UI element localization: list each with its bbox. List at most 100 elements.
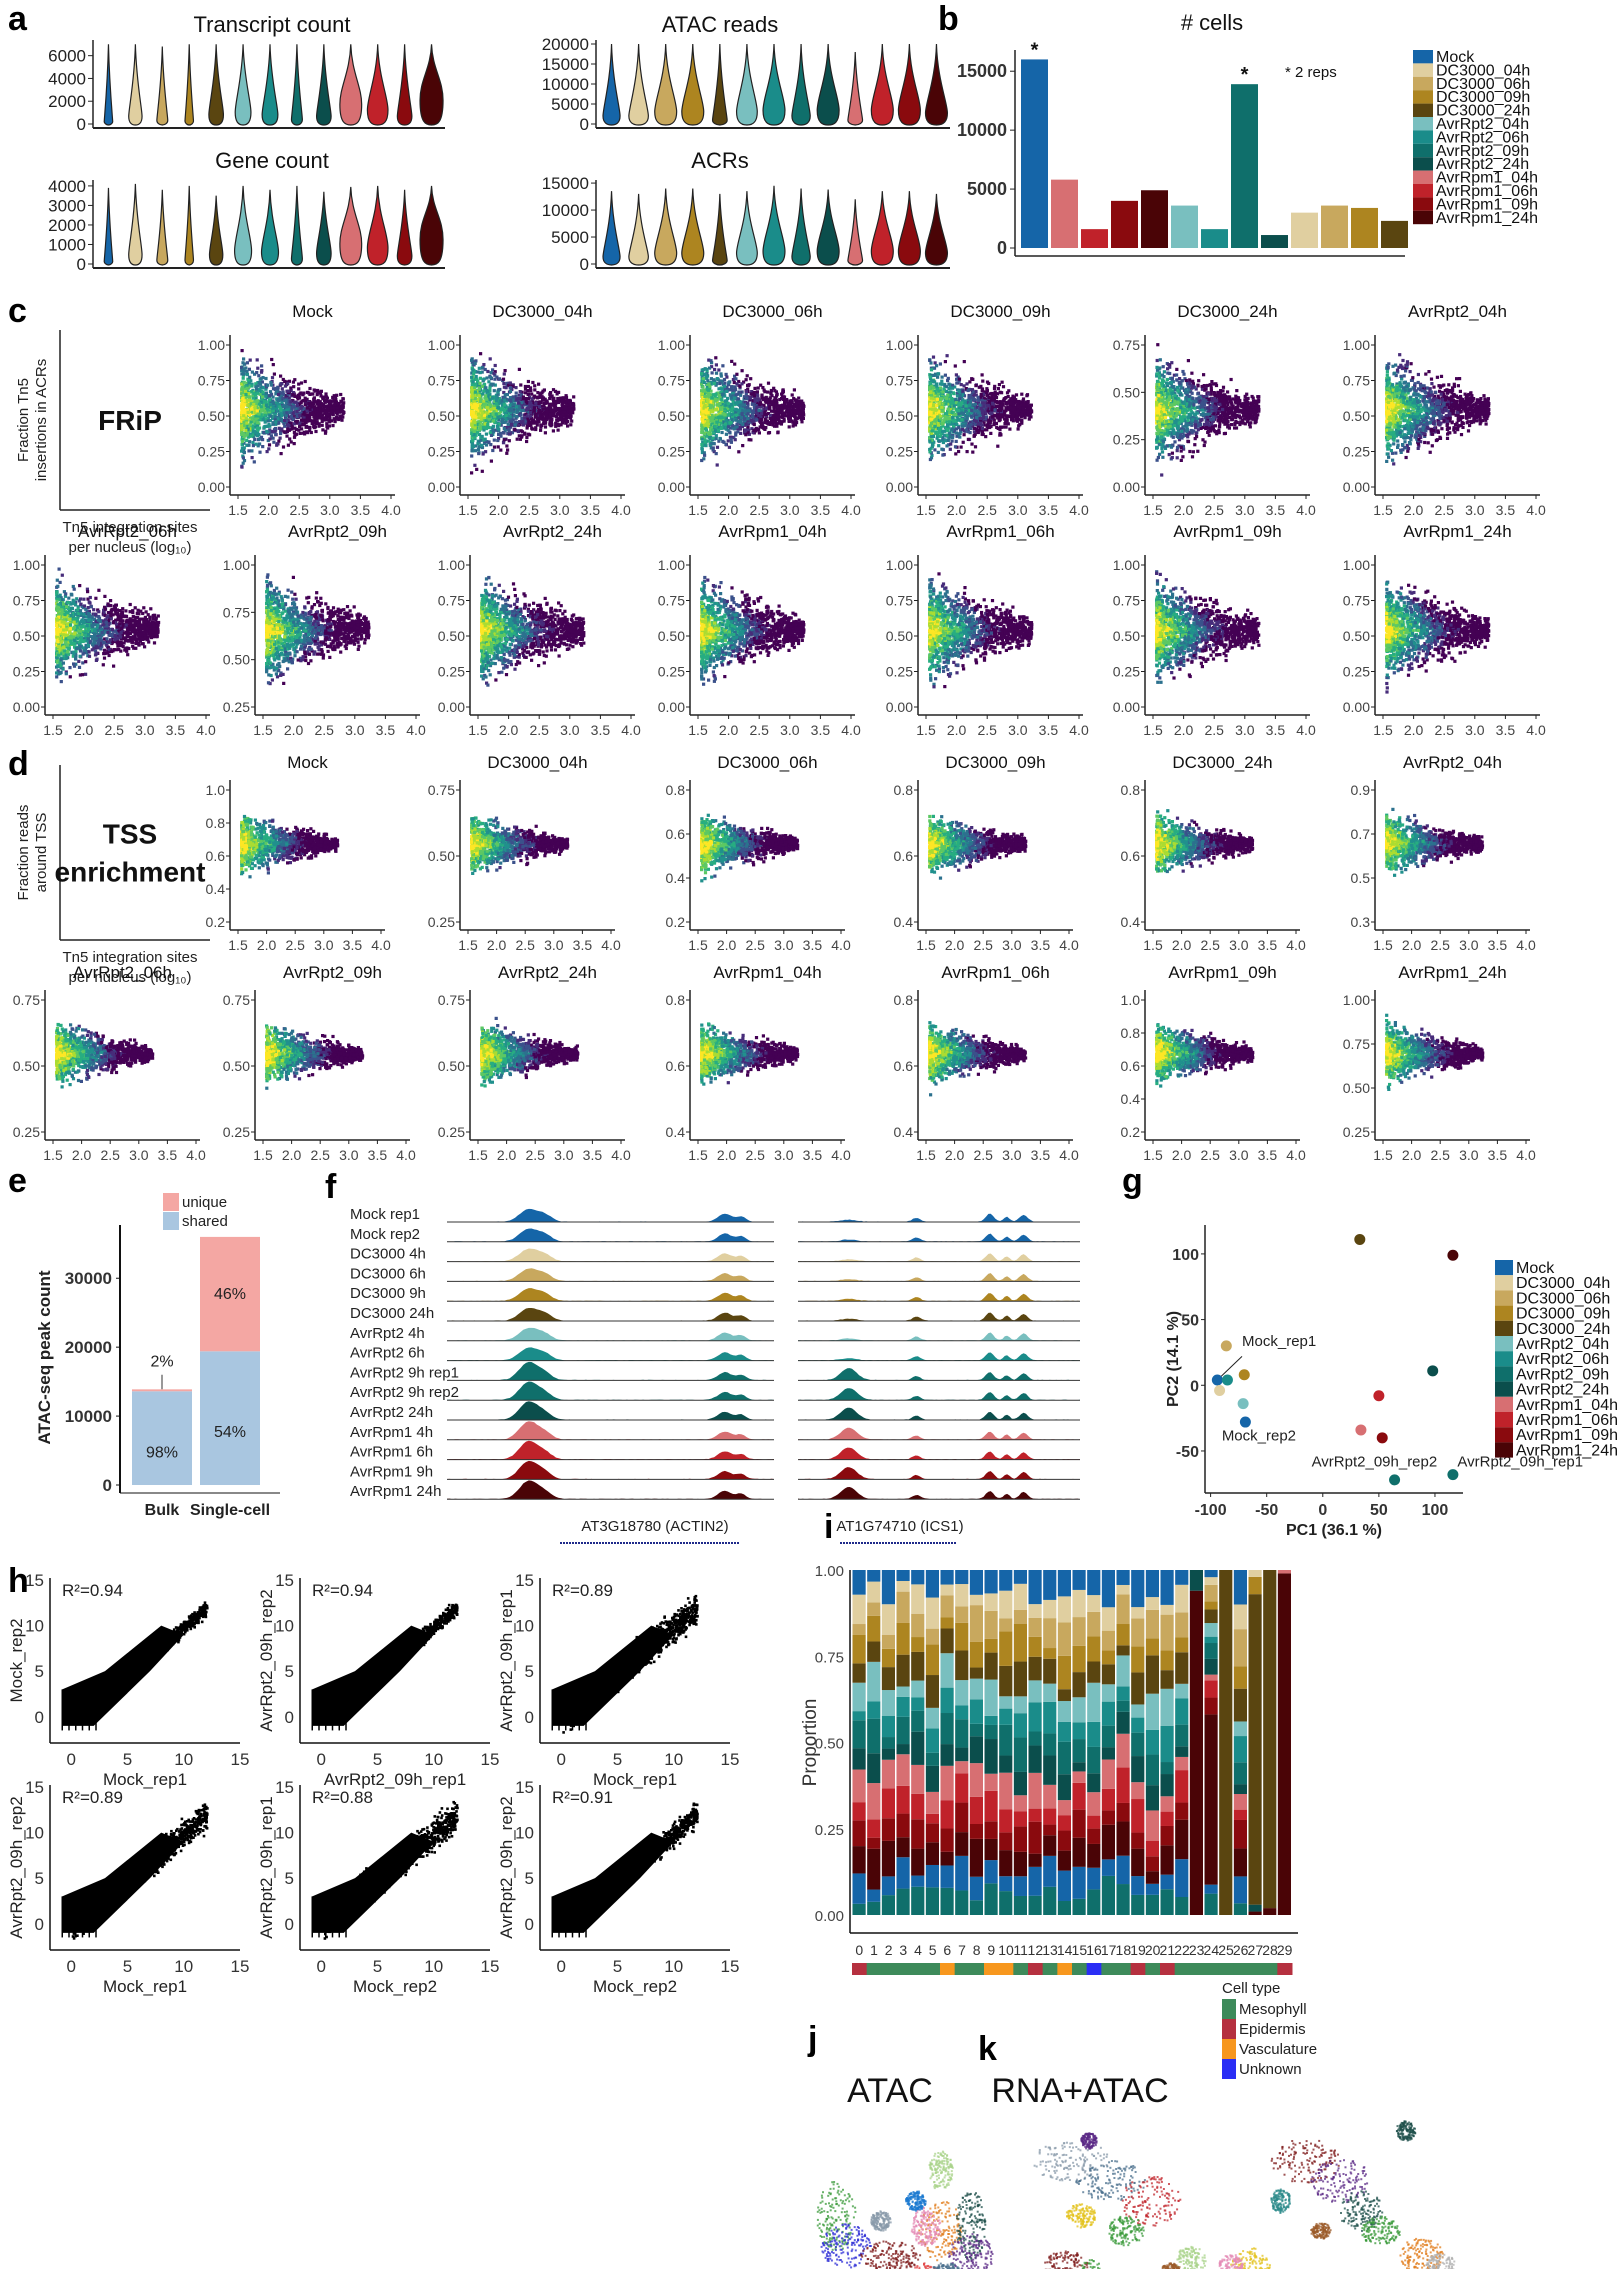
density-cell bbox=[274, 432, 278, 436]
density-cell bbox=[483, 367, 487, 372]
density-cell bbox=[324, 429, 328, 433]
density-cell bbox=[498, 413, 502, 417]
density-cell bbox=[710, 441, 714, 445]
violin-AvrRpm1_06h bbox=[366, 44, 389, 126]
density-cell bbox=[307, 401, 311, 405]
density-cell bbox=[525, 421, 529, 425]
density-cell bbox=[773, 413, 777, 417]
legend-label: AvrRpt2_04h bbox=[1436, 116, 1529, 133]
density-cell bbox=[486, 369, 490, 374]
density-cell bbox=[323, 399, 327, 403]
density-cell bbox=[523, 416, 527, 420]
density-cell bbox=[537, 405, 542, 409]
density-cell bbox=[320, 419, 324, 423]
density-cell bbox=[750, 402, 754, 406]
density-cell bbox=[253, 410, 257, 415]
density-cell bbox=[335, 393, 339, 397]
density-cell bbox=[273, 411, 277, 415]
violin-AvrRpt2_24h bbox=[816, 43, 840, 126]
density-cell bbox=[740, 411, 744, 415]
density-cell bbox=[485, 418, 489, 422]
density-cell bbox=[519, 395, 523, 399]
density-cell bbox=[506, 448, 510, 452]
density-cell bbox=[733, 388, 738, 392]
density-cell bbox=[561, 420, 565, 424]
density-cell bbox=[277, 421, 281, 425]
density-cell bbox=[240, 372, 244, 376]
panel-letter-d: d bbox=[8, 745, 29, 784]
density-cell bbox=[269, 380, 273, 385]
subplot-title: Mock bbox=[292, 302, 333, 321]
density-cell bbox=[505, 393, 509, 397]
density-cell bbox=[240, 367, 244, 371]
density-cell bbox=[734, 377, 738, 381]
density-cell bbox=[488, 384, 492, 388]
density-cell bbox=[484, 424, 488, 429]
density-cell bbox=[307, 391, 311, 395]
density-cell bbox=[548, 412, 553, 416]
density-cell bbox=[524, 412, 528, 416]
density-cell bbox=[548, 423, 552, 427]
density-cell bbox=[313, 410, 317, 414]
density-cell bbox=[503, 393, 507, 397]
density-cell bbox=[544, 399, 549, 403]
density-cell bbox=[477, 452, 481, 456]
density-cell bbox=[739, 400, 743, 404]
legend-swatch bbox=[1413, 63, 1433, 77]
bar-AvrRpt2_04h bbox=[1171, 205, 1198, 248]
density-cell bbox=[701, 385, 705, 389]
y-tick-label: 4000 bbox=[48, 177, 86, 196]
density-cell bbox=[260, 364, 264, 368]
density-cell bbox=[244, 433, 248, 437]
density-cell bbox=[762, 426, 766, 430]
density-cell bbox=[336, 409, 340, 413]
bar-DC3000_09h bbox=[1351, 207, 1378, 248]
density-cell bbox=[267, 447, 271, 451]
density-cell bbox=[1016, 427, 1020, 431]
density-cell bbox=[331, 395, 335, 399]
density-cell bbox=[262, 430, 266, 434]
legend-label: DC3000_24h bbox=[1436, 103, 1530, 120]
density-cell bbox=[709, 419, 713, 423]
density-cell bbox=[538, 414, 542, 419]
density-cell bbox=[561, 396, 565, 400]
density-cell bbox=[700, 372, 704, 376]
density-cell bbox=[951, 383, 955, 387]
density-cell bbox=[495, 424, 499, 428]
density-cell bbox=[705, 398, 709, 402]
density-cell bbox=[278, 405, 282, 409]
density-cell bbox=[508, 398, 513, 402]
density-cell bbox=[494, 412, 498, 416]
legend-swatch bbox=[1413, 184, 1433, 198]
density-cell bbox=[957, 377, 962, 381]
density-cell bbox=[487, 380, 491, 384]
density-cell bbox=[255, 399, 259, 403]
density-cell bbox=[285, 434, 289, 438]
density-cell bbox=[940, 375, 944, 379]
density-cell bbox=[713, 428, 717, 432]
density-cell bbox=[488, 431, 492, 435]
density-cell bbox=[517, 393, 521, 397]
density-cell bbox=[319, 415, 323, 419]
violin-DC3000_24h bbox=[711, 43, 728, 126]
density-cell bbox=[933, 361, 937, 365]
density-cell bbox=[514, 386, 518, 390]
violin-DC3000_09h bbox=[184, 44, 195, 126]
density-cell bbox=[470, 358, 474, 362]
density-cell bbox=[552, 408, 556, 412]
density-cell bbox=[270, 357, 274, 362]
density-cell bbox=[491, 416, 495, 420]
density-cell bbox=[508, 381, 512, 385]
density-cell bbox=[958, 435, 962, 439]
density-cell bbox=[492, 438, 496, 442]
density-cell bbox=[478, 423, 482, 427]
density-cell bbox=[757, 408, 761, 412]
density-cell bbox=[245, 381, 249, 385]
density-cell bbox=[514, 420, 518, 424]
density-cell bbox=[741, 444, 745, 448]
density-cell bbox=[494, 396, 498, 400]
violin-DC3000_09h bbox=[681, 188, 705, 266]
panel-letter-j: j bbox=[808, 2020, 817, 2059]
density-cell bbox=[261, 392, 265, 396]
density-cell bbox=[502, 438, 506, 442]
